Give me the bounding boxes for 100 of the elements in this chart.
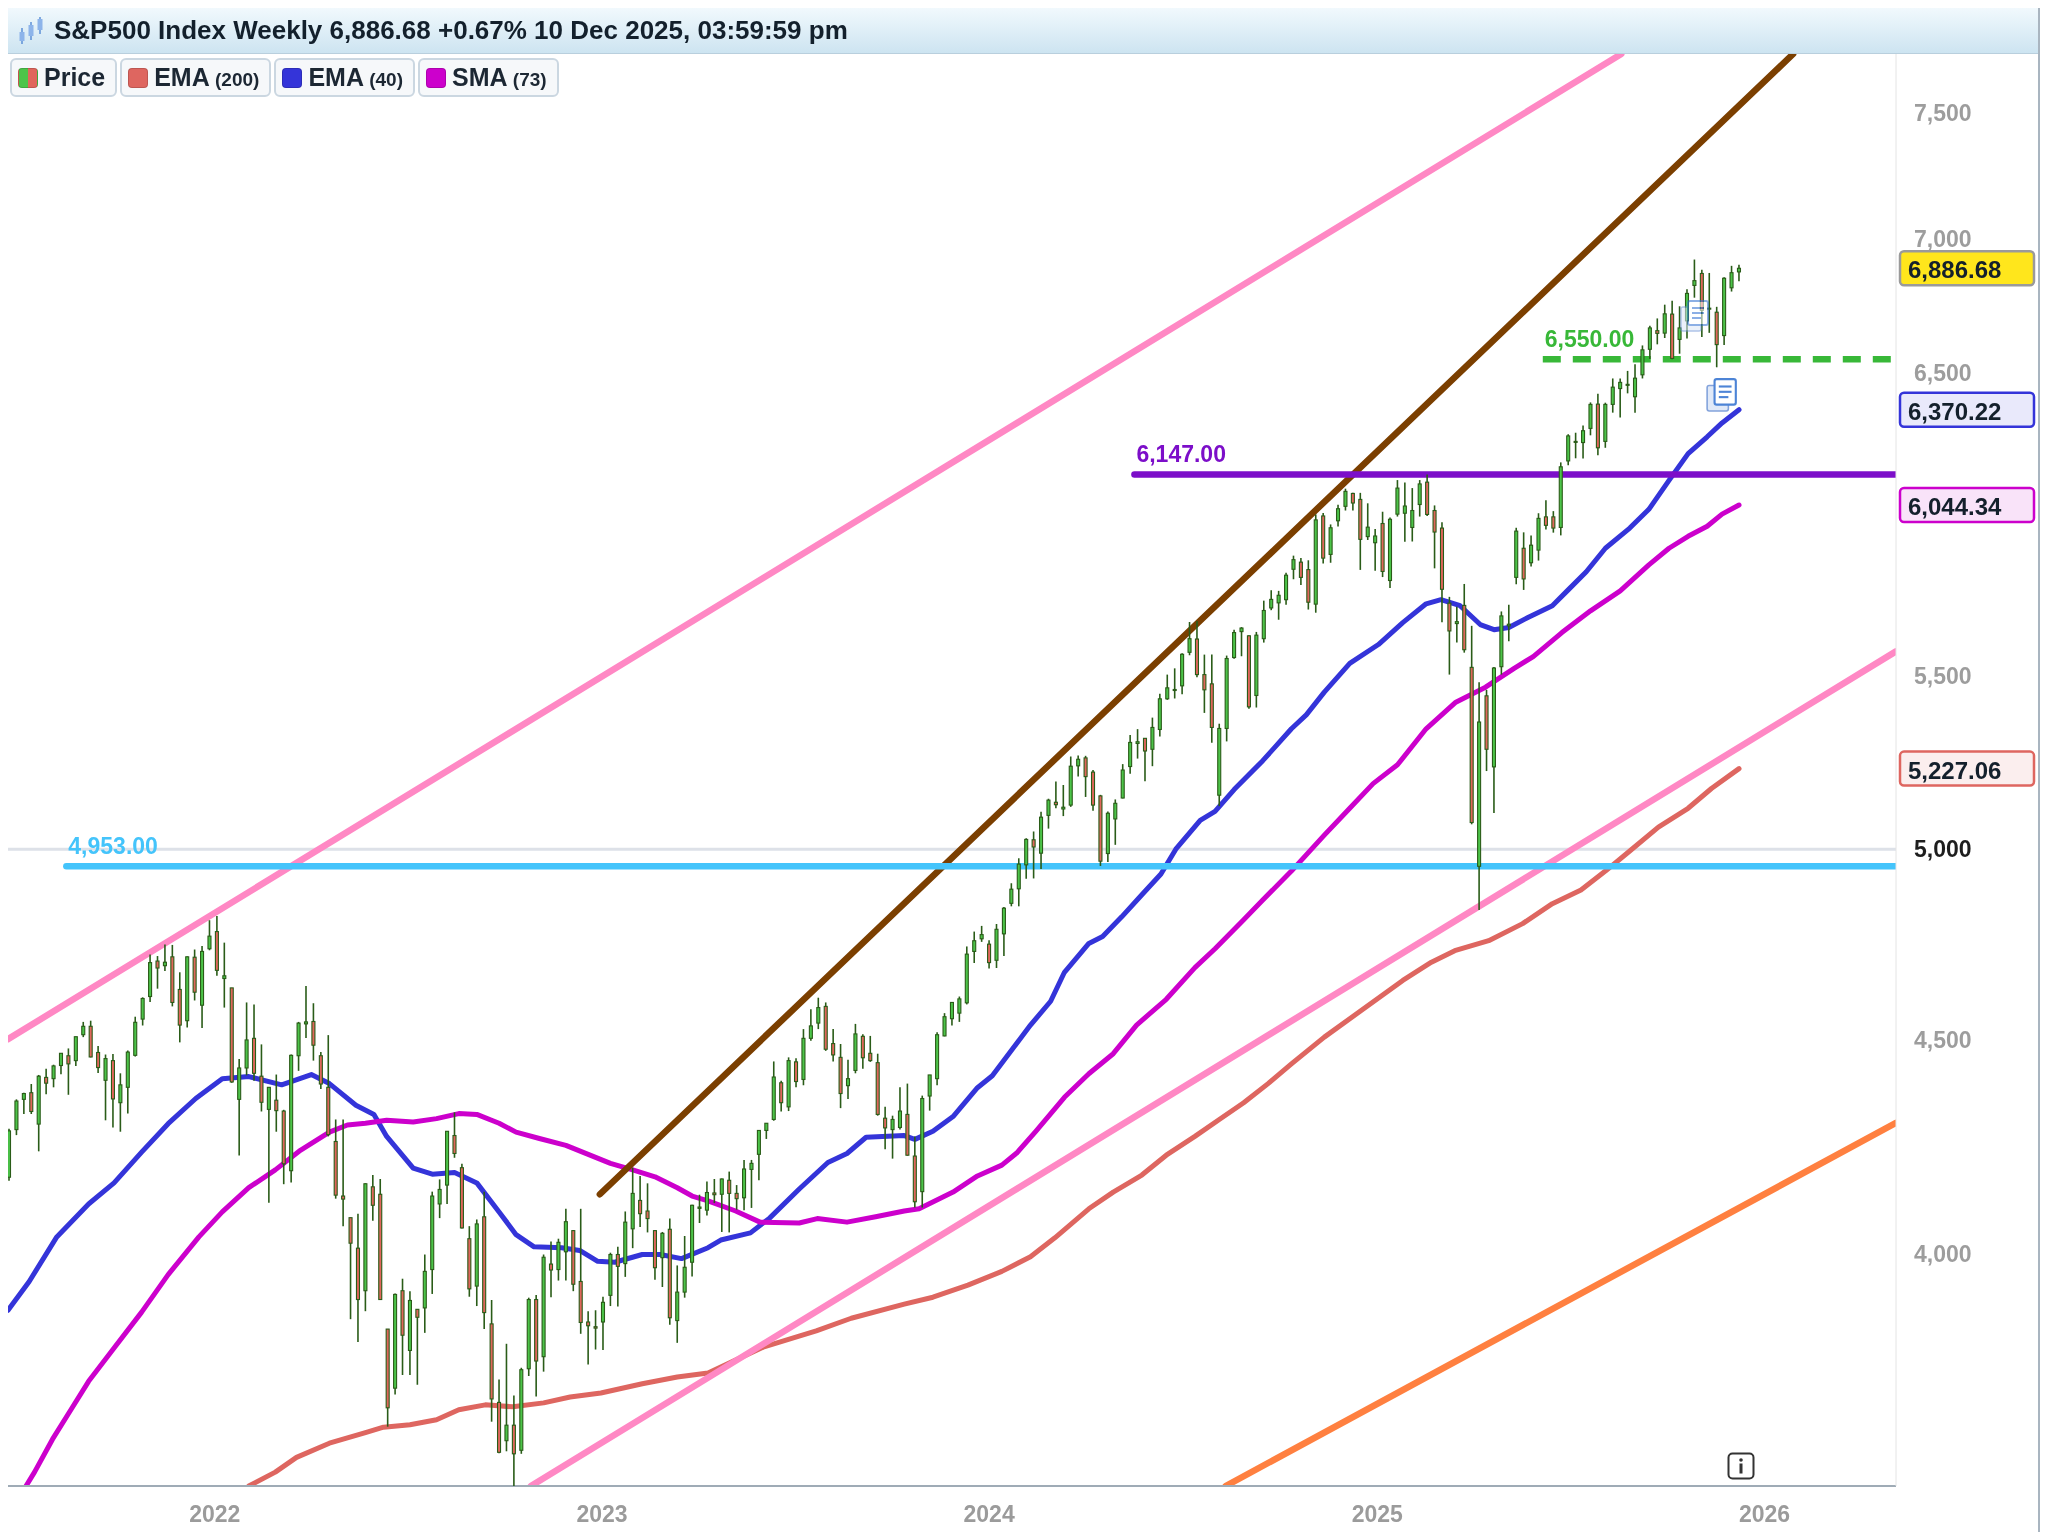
y-tick-label: 5,000	[1914, 836, 1972, 863]
candlestick	[727, 1170, 732, 1234]
candlestick	[1291, 554, 1296, 581]
candlestick	[1150, 716, 1155, 767]
candlestick	[415, 1308, 420, 1386]
candlestick	[207, 919, 212, 952]
candlestick	[972, 930, 977, 964]
y-tick-label: 6,370.22	[1908, 397, 2002, 425]
candlestick	[155, 955, 160, 990]
legend-label: EMA (200)	[154, 63, 260, 92]
candlestick	[58, 1052, 64, 1075]
candlestick	[1187, 621, 1192, 657]
candlestick	[1135, 728, 1140, 760]
candlestick	[341, 1118, 346, 1227]
y-tick-label: 4,500	[1914, 1027, 1972, 1054]
candlestick	[1551, 510, 1556, 534]
candlestick	[1083, 755, 1088, 798]
candlestick	[44, 1067, 49, 1096]
candlestick	[73, 1035, 78, 1067]
candlestick	[1365, 502, 1370, 541]
chart-title: S&P500 Index Weekly 6,886.68 +0.67% 10 Dec 2025, 03:59:59 pm	[54, 15, 848, 46]
candlestick	[1373, 528, 1378, 572]
candlestick	[957, 995, 962, 1023]
candlestick	[311, 1002, 316, 1062]
candlestick	[697, 1193, 702, 1224]
candlestick	[1618, 377, 1623, 419]
candlestick	[1707, 272, 1712, 334]
annotation: 6,550.00	[1544, 326, 1635, 353]
x-tick-label: 2024	[963, 1501, 1015, 1527]
candlestick	[593, 1309, 598, 1351]
candlestick	[860, 1033, 865, 1070]
candlestick	[1046, 797, 1051, 830]
candlestick	[1172, 667, 1177, 700]
candlestick	[1610, 377, 1615, 414]
y-tick-label: 6,044.34	[1908, 492, 2003, 520]
candlestick	[1402, 481, 1407, 543]
y-tick-label: 6,886.68	[1908, 255, 2002, 283]
x-tick-label: 2023	[576, 1501, 628, 1527]
y-tick-label: 4,000	[1914, 1241, 1972, 1268]
candlestick	[808, 1008, 813, 1042]
candlestick	[756, 1129, 761, 1182]
candlestick	[645, 1182, 650, 1234]
candlestick	[266, 1086, 271, 1204]
candlestick	[1061, 784, 1066, 817]
candlestick	[303, 985, 309, 1039]
candlestick	[1647, 324, 1652, 360]
candlestick	[1573, 431, 1578, 460]
candlestick	[719, 1177, 724, 1233]
candlestick	[927, 1074, 932, 1112]
y-tick-label: 7,500	[1914, 100, 1972, 127]
candlestick	[1276, 590, 1281, 621]
candlestick	[1142, 737, 1148, 782]
candlestick	[1009, 882, 1014, 908]
candlestick	[1529, 534, 1534, 568]
candlestick	[140, 996, 145, 1027]
candlestick	[615, 1246, 620, 1308]
candlestick	[1410, 487, 1415, 543]
candlestick	[890, 1114, 895, 1160]
candlestick	[1632, 363, 1638, 414]
candlestick	[1343, 487, 1348, 512]
y-tick-label: 6,500	[1914, 360, 1972, 387]
x-tick-label: 2025	[1351, 1501, 1404, 1527]
candlestick	[1655, 317, 1660, 346]
annotation: 4,953.00	[68, 833, 158, 860]
candlestick	[1692, 258, 1697, 299]
candlestick	[504, 1342, 509, 1453]
y-tick-label: 7,000	[1914, 225, 1972, 252]
legend-label: SMA (73)	[452, 63, 547, 92]
candlestick	[1113, 798, 1118, 846]
candlestick	[222, 941, 227, 1009]
candlestick	[452, 1111, 457, 1159]
candlestick	[1454, 605, 1459, 644]
candlestick	[370, 1174, 375, 1222]
candlestick	[1677, 305, 1682, 355]
annotation: 6,147.00	[1136, 441, 1226, 468]
candlestick	[897, 1086, 903, 1131]
candlestick	[600, 1295, 606, 1351]
candlestick	[1729, 265, 1734, 293]
candlestick	[274, 1073, 279, 1133]
x-tick-label: 2026	[1738, 1501, 1791, 1527]
candlestick	[1298, 557, 1303, 586]
candlestick	[845, 1059, 851, 1100]
candlestick	[1165, 673, 1170, 701]
candlestick	[883, 1106, 888, 1150]
candlestick	[712, 1178, 717, 1204]
candlestick	[779, 1079, 784, 1113]
candlestick	[704, 1180, 709, 1217]
candlestick	[749, 1159, 754, 1209]
candlestick	[1581, 424, 1586, 460]
candlestick	[1269, 589, 1274, 611]
candlestick	[1202, 653, 1207, 714]
candlestick	[1417, 479, 1422, 518]
candlestick	[1076, 754, 1081, 778]
candlestick	[29, 1083, 34, 1115]
legend-label: EMA (40)	[308, 63, 404, 92]
candlestick	[734, 1184, 739, 1211]
candlestick	[793, 1057, 799, 1089]
candlestick	[437, 1178, 442, 1219]
y-tick-label: 5,227.06	[1908, 756, 2002, 784]
candlestick	[816, 996, 821, 1030]
